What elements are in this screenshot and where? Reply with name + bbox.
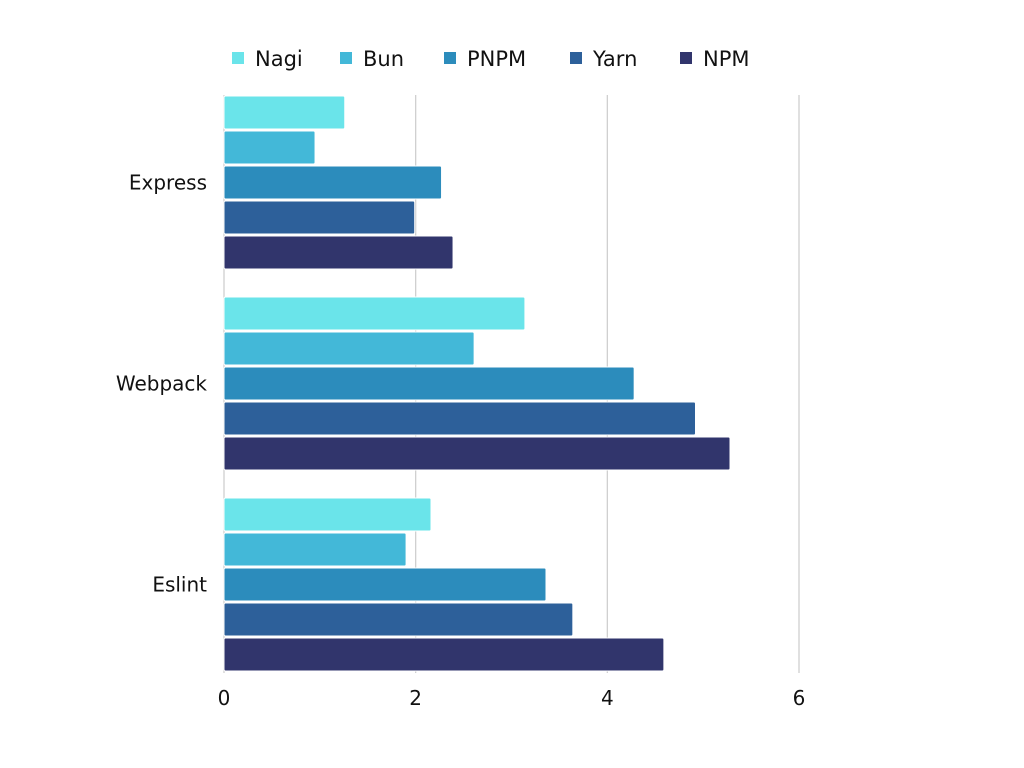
legend-swatch-pnpm <box>444 52 456 64</box>
bar-eslint-pnpm <box>223 567 547 602</box>
category-labels: Express Webpack Eslint <box>116 171 208 597</box>
bar-webpack-nagi <box>223 296 526 331</box>
legend-swatch-npm <box>680 52 692 64</box>
bar-webpack-npm <box>223 436 731 471</box>
bar-webpack-yarn <box>223 401 696 436</box>
bar-eslint-yarn <box>223 602 574 637</box>
legend-label-npm: NPM <box>703 47 750 71</box>
bar-webpack-bun <box>223 331 475 366</box>
bar-express-npm <box>223 235 454 270</box>
bar-eslint-bun <box>223 532 407 567</box>
bar-express-pnpm <box>223 165 443 200</box>
legend-label-pnpm: PNPM <box>467 47 526 71</box>
bar-express-yarn <box>223 200 416 235</box>
legend-swatch-bun <box>340 52 352 64</box>
bar-eslint-npm <box>223 637 665 672</box>
x-tick-label-4: 4 <box>601 686 614 710</box>
category-label-express: Express <box>129 171 207 195</box>
x-tick-label-0: 0 <box>218 686 231 710</box>
bar-express-bun <box>223 130 316 165</box>
bars <box>223 95 731 672</box>
x-tick-label-2: 2 <box>409 686 422 710</box>
x-axis-tick-labels: 0 2 4 6 <box>218 686 806 710</box>
legend-swatch-nagi <box>232 52 244 64</box>
bar-webpack-pnpm <box>223 366 635 401</box>
category-label-eslint: Eslint <box>152 573 207 597</box>
legend-label-bun: Bun <box>363 47 404 71</box>
bar-express-nagi <box>223 95 346 130</box>
x-tick-label-6: 6 <box>793 686 806 710</box>
bar-eslint-nagi <box>223 497 432 532</box>
legend-label-yarn: Yarn <box>592 47 637 71</box>
legend: Nagi Bun PNPM Yarn NPM <box>232 47 750 71</box>
category-label-webpack: Webpack <box>116 372 208 396</box>
legend-label-nagi: Nagi <box>255 47 303 71</box>
legend-swatch-yarn <box>570 52 582 64</box>
